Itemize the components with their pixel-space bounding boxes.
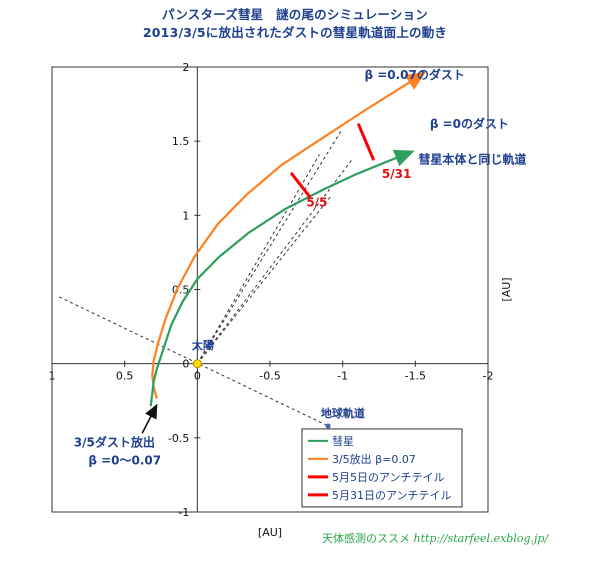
label-earth-orbit: 地球軌道 [321, 406, 365, 420]
y-tick-label: -0.5 [168, 432, 189, 445]
release-arrow [141, 403, 158, 434]
sun-direction-line [196, 154, 320, 364]
y-axis-label: [AU] [500, 277, 513, 301]
series-antitail-may5 [290, 172, 311, 198]
x-tick-label: 1 [49, 370, 56, 383]
sun-direction-line [196, 130, 342, 364]
chart-subtitle: 2013/3/5に放出されたダストの彗星軌道面上の動き [142, 25, 448, 40]
plot-frame [51, 66, 489, 513]
sun-marker [192, 359, 202, 369]
series-dust-beta007 [151, 71, 426, 399]
credit-label: 天体感測のススメ [322, 532, 410, 545]
x-tick-label: -0.5 [259, 370, 280, 383]
label-sun: 太陽 [191, 338, 214, 352]
series-comet [149, 149, 415, 407]
y-tick-label: 0 [182, 358, 189, 371]
legend-box [301, 428, 463, 508]
earth-marker [325, 423, 331, 429]
legend-label: 3/5放出 β=0.07 [332, 452, 416, 466]
label-dust-release: 3/5ダスト放出 [74, 435, 155, 450]
legend-label: 5月31日のアンチテイル [332, 489, 452, 502]
x-tick-label: 0.5 [116, 370, 134, 383]
label-may5: 5/5 [306, 195, 327, 209]
x-axis-label: [AU] [258, 526, 282, 539]
y-tick-label: 1 [182, 209, 189, 222]
credit: 天体感測のススメ http://starfeel.exblog.jp/ [322, 530, 548, 546]
chart-title: パンスターズ彗星 謎の尾のシミュレーション [162, 7, 428, 22]
x-tick-label: -2 [483, 370, 494, 383]
y-tick-label: -1 [178, 506, 189, 519]
label-beta0-dust: β =0のダスト [430, 116, 509, 131]
sun-direction-line [196, 195, 332, 364]
series-antitail-may31 [357, 123, 375, 161]
x-tick-label: 0 [194, 370, 201, 383]
label-beta007-dust: β =0.07のダスト [364, 67, 464, 82]
label-beta-range: β =0～0.07 [88, 454, 161, 468]
y-tick-label: 1.5 [172, 135, 190, 148]
legend-label: 彗星 [332, 435, 354, 448]
credit-url[interactable]: http://starfeel.exblog.jp/ [413, 532, 549, 545]
legend-label: 5月5日のアンチテイル [332, 471, 445, 484]
label-may31: 5/31 [382, 167, 411, 181]
x-tick-label: -1 [337, 370, 348, 383]
label-comet-orbit: 彗星本体と同じ軌道 [418, 152, 526, 167]
earth-orbit-line [59, 296, 329, 427]
y-tick-label: 2 [182, 61, 189, 74]
sun-direction-line [196, 160, 352, 364]
x-tick-label: -1.5 [405, 370, 426, 383]
